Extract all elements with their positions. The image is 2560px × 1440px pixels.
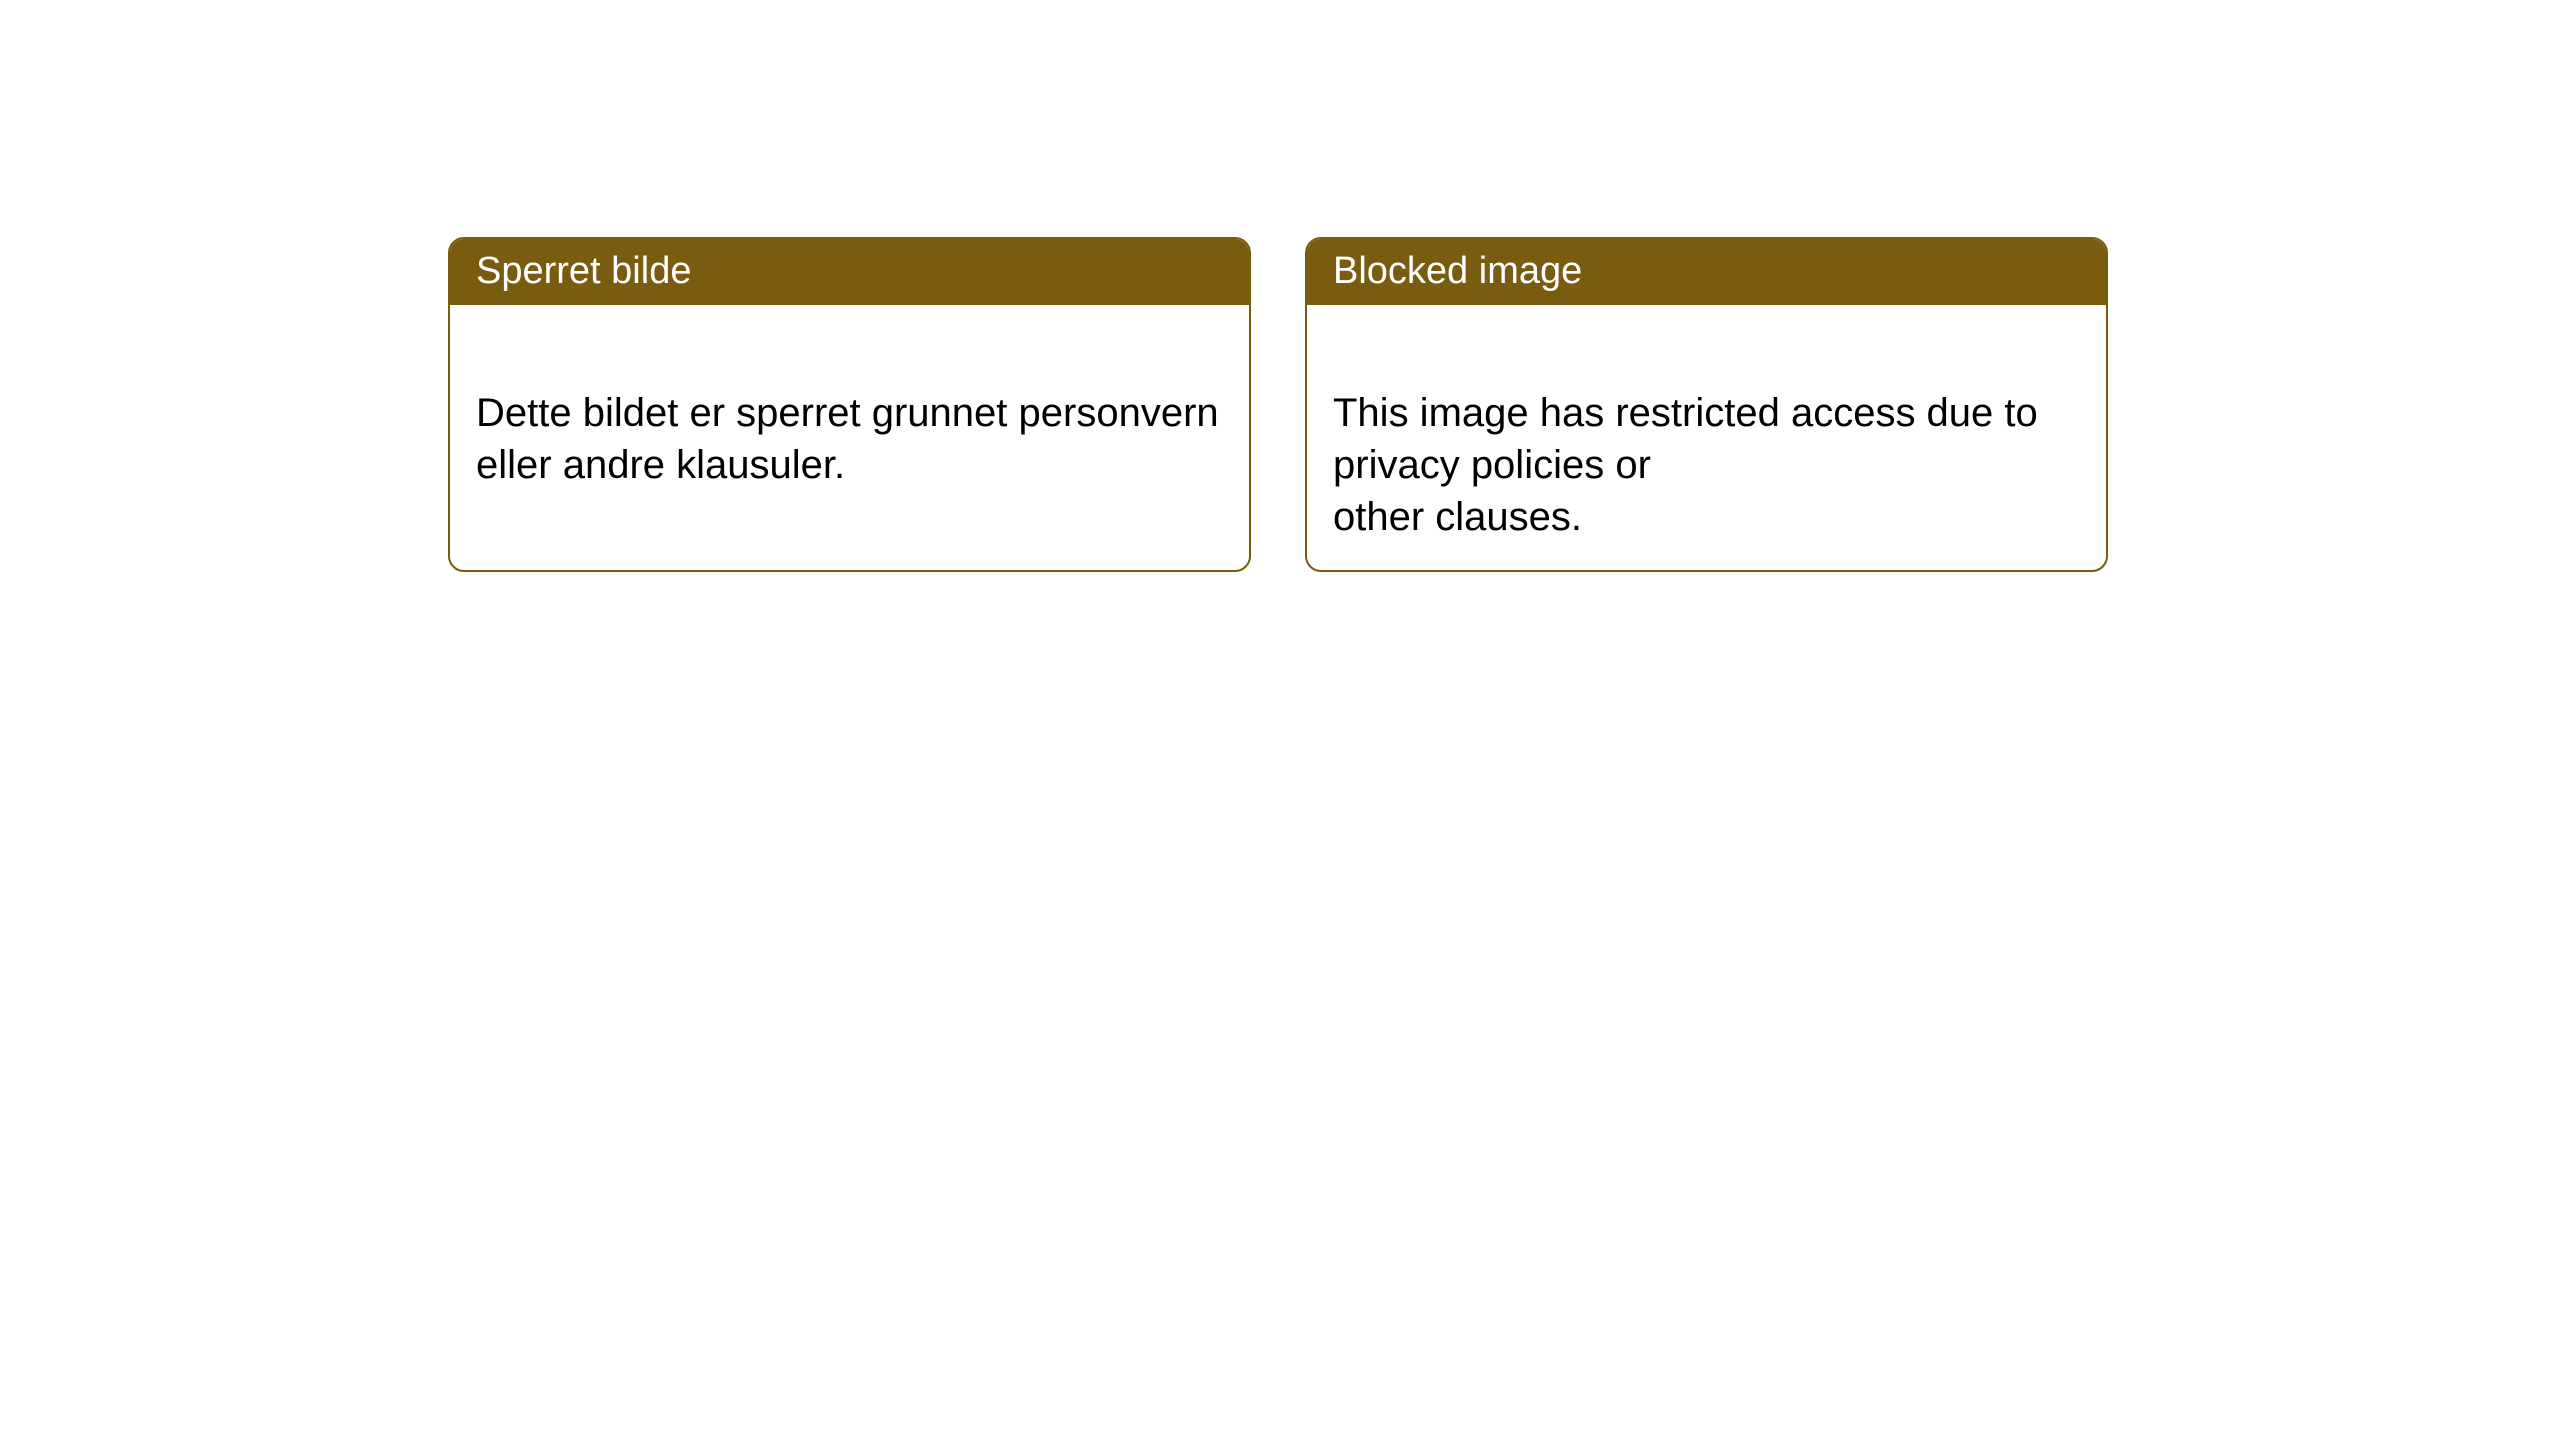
- card-title: Sperret bilde: [476, 250, 691, 292]
- card-header: Sperret bilde: [450, 239, 1249, 305]
- card-header: Blocked image: [1307, 239, 2106, 305]
- notice-card-english: Blocked image This image has restricted …: [1305, 237, 2108, 572]
- card-body: This image has restricted access due to …: [1307, 305, 2106, 572]
- card-message: Dette bildet er sperret grunnet personve…: [476, 391, 1219, 487]
- card-body: Dette bildet er sperret grunnet personve…: [450, 305, 1249, 521]
- card-title: Blocked image: [1333, 250, 1582, 292]
- card-message: This image has restricted access due to …: [1333, 391, 2038, 539]
- notice-card-norwegian: Sperret bilde Dette bildet er sperret gr…: [448, 237, 1251, 572]
- notice-container: Sperret bilde Dette bildet er sperret gr…: [448, 237, 2108, 572]
